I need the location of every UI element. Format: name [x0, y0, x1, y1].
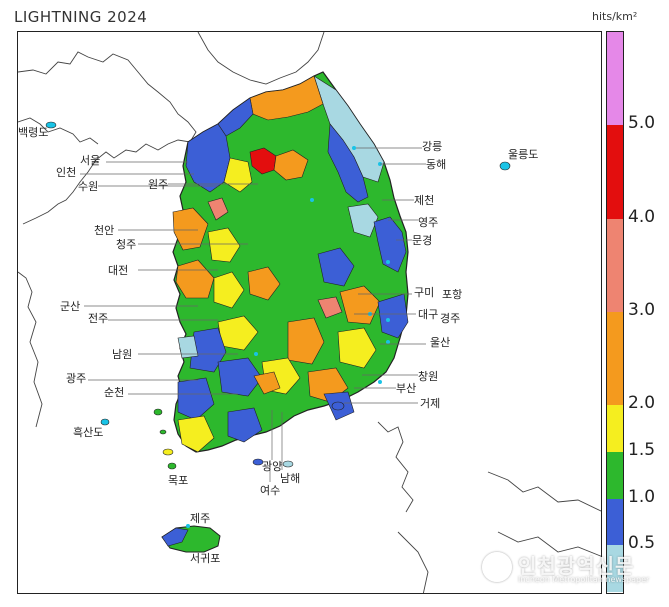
city-label: 경주 — [440, 312, 460, 325]
region-patches — [172, 75, 409, 453]
city-label: 인천 — [56, 165, 76, 179]
city-label: 광주 — [66, 372, 86, 385]
watermark-text: 인천광역신문 — [518, 554, 635, 578]
city-label: 포항 — [442, 288, 462, 301]
city-label: 흑산도 — [73, 425, 103, 439]
legend-band — [607, 32, 623, 126]
unit-label: hits/km² — [592, 10, 638, 23]
city-label: 목포 — [168, 474, 188, 487]
city-label: 울릉도 — [508, 148, 538, 161]
city-label: 여수 — [260, 484, 280, 497]
city-label: 원주 — [148, 178, 168, 191]
city-label: 대전 — [108, 264, 128, 277]
lightning-map: 백령도 서울 인천 수원 원주 강릉 동해 울릉도 제천 영주 문경 천안 청주… — [18, 32, 601, 593]
legend-band — [607, 498, 623, 546]
city-dots — [186, 146, 390, 528]
legend-tick-label: 1.0 — [628, 486, 656, 507]
city-label: 제주 — [190, 512, 210, 525]
legend-band — [607, 452, 623, 499]
city-label: 영주 — [418, 216, 438, 229]
legend-tick-label: 4.0 — [628, 206, 656, 227]
city-label: 부산 — [396, 382, 416, 395]
color-legend — [606, 31, 624, 594]
legend-band — [607, 218, 623, 312]
city-label: 천안 — [94, 223, 114, 237]
china-coast — [18, 271, 43, 428]
city-label: 백령도 — [18, 126, 48, 139]
city-label: 문경 — [412, 234, 432, 247]
city-label: 울산 — [430, 336, 450, 349]
city-label: 전주 — [88, 312, 108, 325]
city-label: 남원 — [112, 348, 132, 361]
legend-tick-label: 2.0 — [628, 393, 656, 414]
city-label: 제천 — [414, 193, 434, 207]
islands — [45, 121, 511, 470]
city-label: 구미 — [414, 286, 434, 299]
legend-band — [607, 312, 623, 406]
city-label: 창원 — [418, 370, 438, 383]
legend-tick-label: 5.0 — [628, 113, 656, 134]
city-label: 청주 — [116, 238, 136, 251]
city-label: 군산 — [60, 300, 80, 313]
city-label: 강릉 — [422, 140, 442, 153]
city-label: 대구 — [418, 308, 438, 321]
legend-band — [607, 545, 623, 592]
map-title: LIGHTNING 2024 — [14, 8, 148, 26]
city-label: 서울 — [80, 154, 100, 167]
map-frame: 백령도 서울 인천 수원 원주 강릉 동해 울릉도 제천 영주 문경 천안 청주… — [17, 31, 602, 594]
city-label: 동해 — [426, 157, 446, 171]
legend-tick-label: 0.5 — [628, 533, 656, 554]
city-label: 순천 — [104, 385, 124, 399]
japan-coast — [377, 421, 601, 593]
legend-band — [607, 405, 623, 452]
city-label: 수원 — [78, 180, 98, 193]
legend-band — [607, 125, 623, 219]
legend-tick-label: 1.5 — [628, 440, 656, 460]
leader-lines — [80, 147, 426, 482]
watermark: 인천광역신문 Incheon Metropolitan newspaper — [478, 548, 658, 598]
city-label: 남해 — [280, 471, 300, 485]
city-label: 광양 — [262, 460, 282, 473]
newspaper-logo-icon — [482, 552, 512, 582]
legend-tick-label: 3.0 — [628, 300, 656, 320]
north-border — [197, 32, 325, 85]
city-labels: 백령도 서울 인천 수원 원주 강릉 동해 울릉도 제천 영주 문경 천안 청주… — [18, 126, 538, 565]
city-label: 서귀포 — [190, 552, 220, 565]
watermark-subtitle: Incheon Metropolitan newspaper — [518, 575, 650, 584]
city-label: 거제 — [420, 397, 440, 410]
